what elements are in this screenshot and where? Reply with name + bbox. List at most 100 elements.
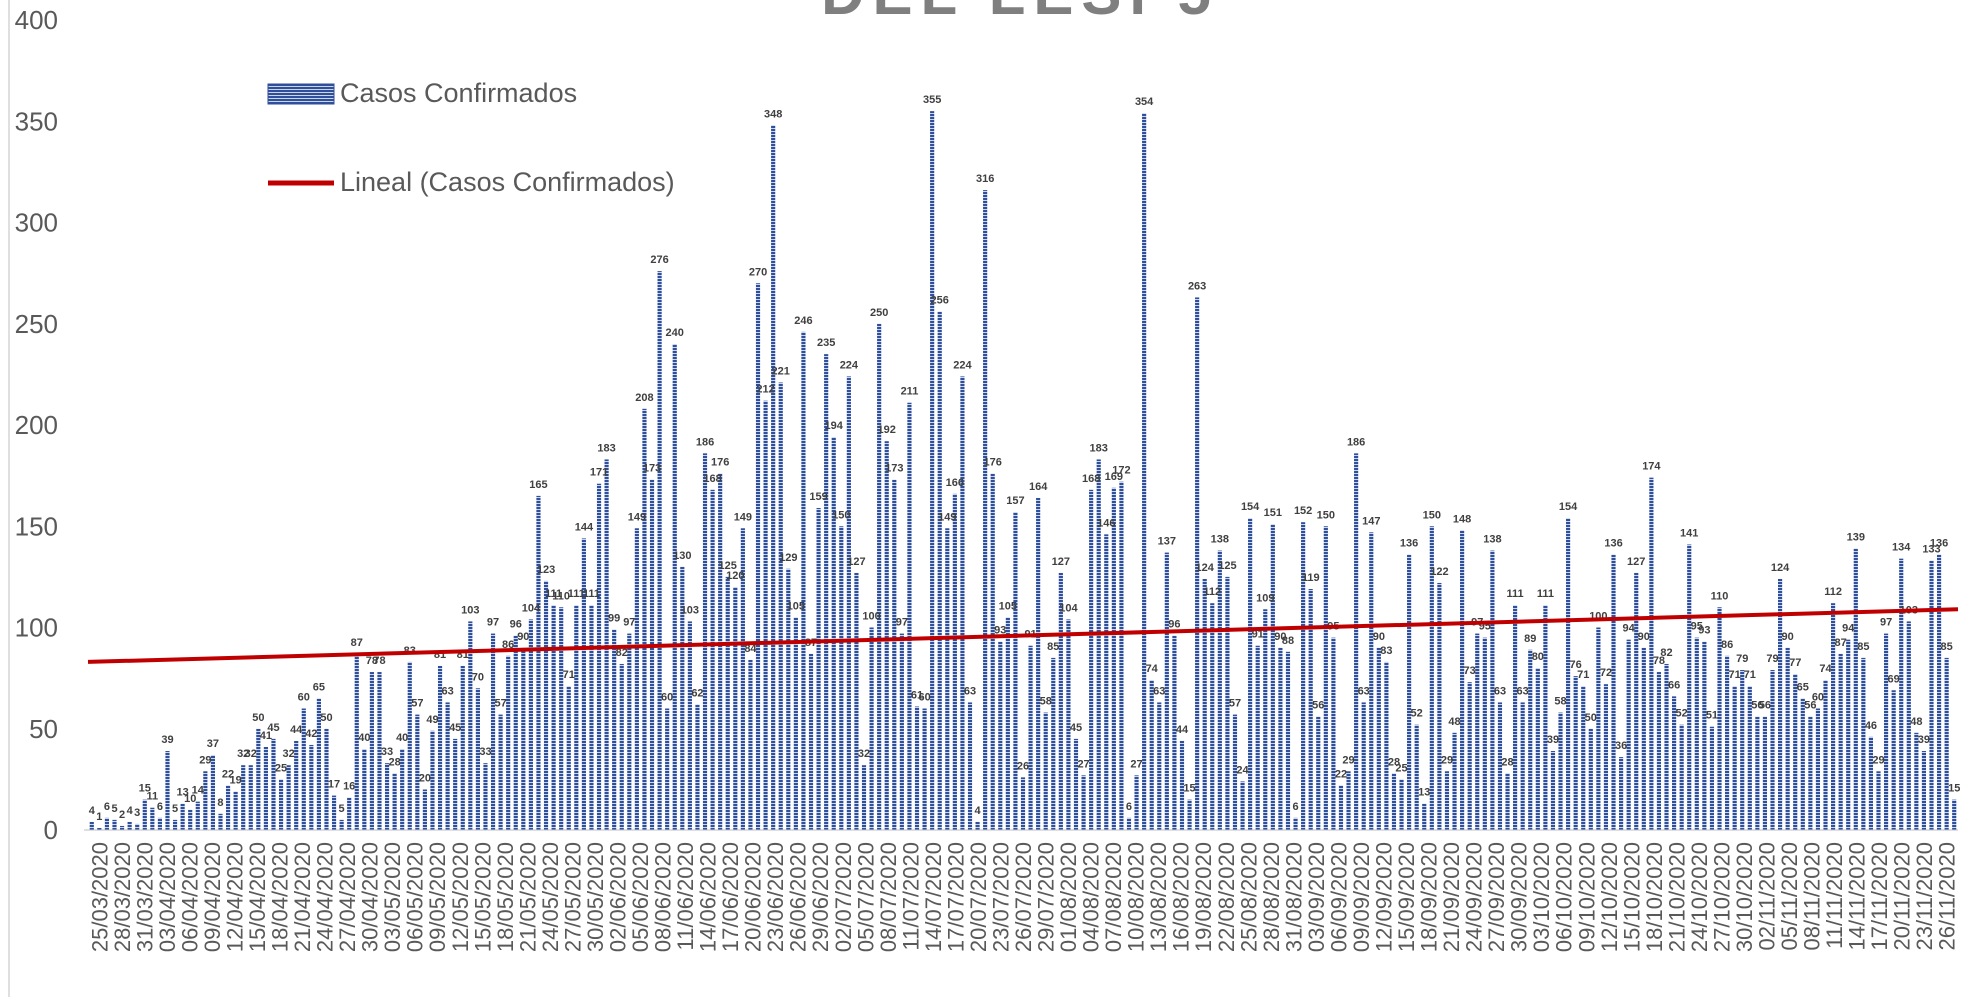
data-label: 133	[1922, 544, 1940, 556]
x-tick-label: 17/11/2020	[1867, 842, 1892, 950]
x-tick-label: 30/10/2020	[1732, 842, 1757, 952]
data-label: 138	[1211, 534, 1229, 546]
x-tick-label: 09/10/2020	[1574, 842, 1599, 952]
bar	[1149, 680, 1154, 830]
bar	[1172, 635, 1177, 830]
data-label: 111	[583, 588, 600, 600]
bar	[1543, 605, 1548, 830]
data-label: 22	[1335, 768, 1347, 780]
bar	[1656, 672, 1662, 830]
bar	[437, 665, 443, 830]
bar	[642, 408, 647, 830]
x-tick-label: 02/07/2020	[831, 842, 856, 952]
bar	[710, 489, 715, 830]
x-tick-label: 14/11/2020	[1845, 842, 1870, 950]
data-label: 63	[1517, 685, 1529, 697]
x-tick-label: 06/09/2020	[1326, 842, 1351, 952]
bar	[1126, 817, 1132, 830]
data-label: 127	[1052, 556, 1070, 568]
bar	[695, 704, 700, 830]
bar	[1490, 550, 1495, 830]
data-label: 29	[199, 754, 211, 766]
data-label: 71	[563, 669, 575, 681]
data-label: 39	[1918, 734, 1930, 746]
data-label: 6	[1126, 801, 1132, 813]
bar	[1831, 603, 1836, 830]
data-label: 104	[522, 602, 541, 614]
bar	[1331, 637, 1336, 831]
bar	[1399, 779, 1404, 831]
bar	[1581, 686, 1586, 830]
data-label: 212	[756, 384, 774, 396]
data-label: 97	[623, 617, 635, 629]
data-label: 84	[744, 643, 757, 655]
data-label: 5	[111, 803, 117, 815]
bar	[566, 686, 571, 830]
bar	[1725, 655, 1730, 830]
x-tick-label: 23/07/2020	[988, 842, 1013, 952]
data-label: 176	[711, 457, 729, 469]
bar	[506, 655, 511, 830]
x-tick-label: 28/03/2020	[110, 842, 135, 952]
data-label: 183	[1090, 442, 1108, 454]
x-tick-label: 28/08/2020	[1259, 842, 1284, 952]
x-tick-label: 31/08/2020	[1281, 842, 1306, 952]
bar	[1202, 578, 1207, 830]
bar	[604, 459, 609, 830]
bar	[1944, 657, 1949, 831]
data-label: 60	[1812, 692, 1824, 704]
bar	[1248, 518, 1253, 830]
data-label: 88	[1282, 635, 1294, 647]
data-label: 148	[1453, 513, 1471, 525]
data-label: 97	[487, 617, 499, 629]
x-tick-label: 09/04/2020	[200, 842, 225, 952]
data-label: 71	[1744, 669, 1756, 681]
data-label: 348	[764, 108, 782, 120]
data-label: 28	[1388, 756, 1400, 768]
data-label: 57	[411, 698, 423, 710]
bar	[1664, 663, 1669, 830]
bar	[453, 738, 458, 831]
data-label: 79	[1736, 653, 1748, 665]
bar	[1611, 554, 1616, 830]
bar	[1906, 621, 1911, 830]
bar	[1376, 647, 1381, 830]
bar	[347, 797, 352, 830]
data-label: 146	[1097, 517, 1115, 529]
data-label: 93	[994, 625, 1006, 637]
data-label: 246	[794, 315, 812, 327]
bar	[975, 821, 980, 830]
x-tick-label: 18/05/2020	[493, 842, 518, 952]
data-label: 141	[1680, 527, 1698, 539]
data-label: 150	[832, 509, 850, 521]
bar	[104, 817, 110, 830]
x-tick-label: 12/05/2020	[448, 842, 473, 952]
data-label: 235	[817, 337, 835, 349]
x-tick-label: 15/04/2020	[245, 842, 270, 952]
data-label: 192	[878, 424, 896, 436]
data-label: 91	[1252, 629, 1264, 641]
data-label: 73	[1464, 665, 1476, 677]
data-label: 50	[320, 712, 332, 724]
data-label: 150	[1423, 509, 1441, 521]
data-label: 48	[1448, 716, 1460, 728]
data-label: 150	[1317, 509, 1335, 521]
bar	[1838, 653, 1843, 830]
bar	[1573, 676, 1578, 830]
bar	[1588, 728, 1593, 830]
x-tick-label: 30/05/2020	[583, 842, 608, 952]
data-label: 111	[1537, 588, 1554, 600]
data-label: 45	[1070, 722, 1082, 734]
bar	[1422, 803, 1427, 830]
bar	[960, 376, 965, 830]
bar	[649, 479, 655, 830]
data-label: 159	[809, 491, 827, 503]
data-label: 19	[230, 775, 242, 787]
data-label: 28	[388, 756, 400, 768]
y-tick-label: 400	[15, 5, 58, 35]
bar	[899, 633, 904, 830]
bar	[877, 323, 882, 830]
bar	[657, 271, 662, 831]
bar	[1066, 619, 1071, 830]
data-label: 186	[696, 436, 714, 448]
